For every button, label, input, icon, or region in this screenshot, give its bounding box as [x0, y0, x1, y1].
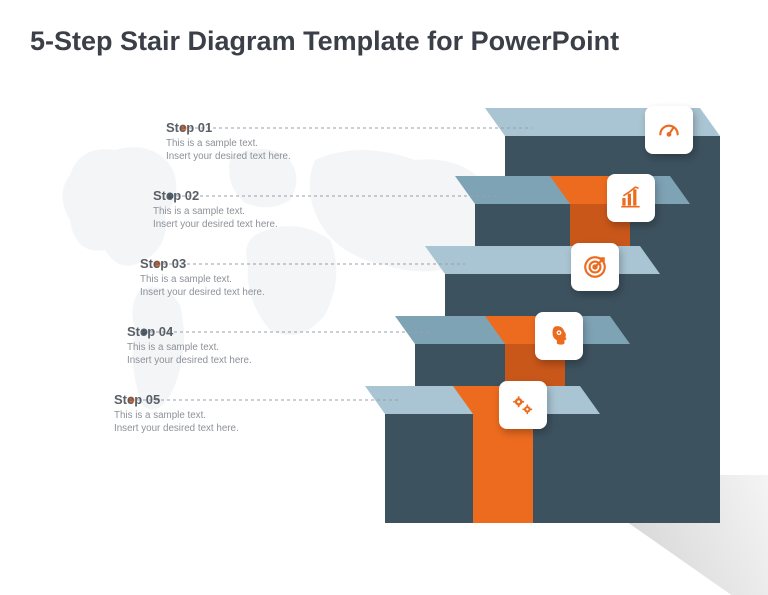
step1-icon-cube — [645, 106, 693, 154]
step4-desc: This is a sample text.Insert your desire… — [127, 341, 347, 367]
step5-accent-front — [473, 414, 533, 523]
target-icon — [582, 254, 608, 280]
step3-desc: This is a sample text.Insert your desire… — [140, 273, 360, 299]
step4-label: Step 04 — [127, 324, 347, 339]
step3-top — [425, 246, 660, 274]
callout-step3: Step 03 This is a sample text.Insert you… — [140, 256, 360, 299]
step2-desc: This is a sample text.Insert your desire… — [153, 205, 373, 231]
step3-label: Step 03 — [140, 256, 360, 271]
callout-step4: Step 04 This is a sample text.Insert you… — [127, 324, 347, 367]
bar-chart-icon — [618, 185, 644, 211]
stair-diagram — [355, 98, 725, 538]
gears-icon — [510, 392, 536, 418]
step5-desc: This is a sample text.Insert your desire… — [114, 409, 334, 435]
step2-label: Step 02 — [153, 188, 373, 203]
callout-step2: Step 02 This is a sample text.Insert you… — [153, 188, 373, 231]
step5-label: Step 05 — [114, 392, 334, 407]
step3-icon-cube — [571, 243, 619, 291]
step1-desc: This is a sample text.Insert your desire… — [166, 137, 386, 163]
step1-label: Step 01 — [166, 120, 386, 135]
callout-step1: Step 01 This is a sample text.Insert you… — [166, 120, 386, 163]
step4-icon-cube — [535, 312, 583, 360]
step2-icon-cube — [607, 174, 655, 222]
head-gear-icon — [546, 323, 572, 349]
gauge-icon — [656, 117, 682, 143]
step5-icon-cube — [499, 381, 547, 429]
page-title: 5-Step Stair Diagram Template for PowerP… — [30, 26, 619, 57]
callout-step5: Step 05 This is a sample text.Insert you… — [114, 392, 334, 435]
